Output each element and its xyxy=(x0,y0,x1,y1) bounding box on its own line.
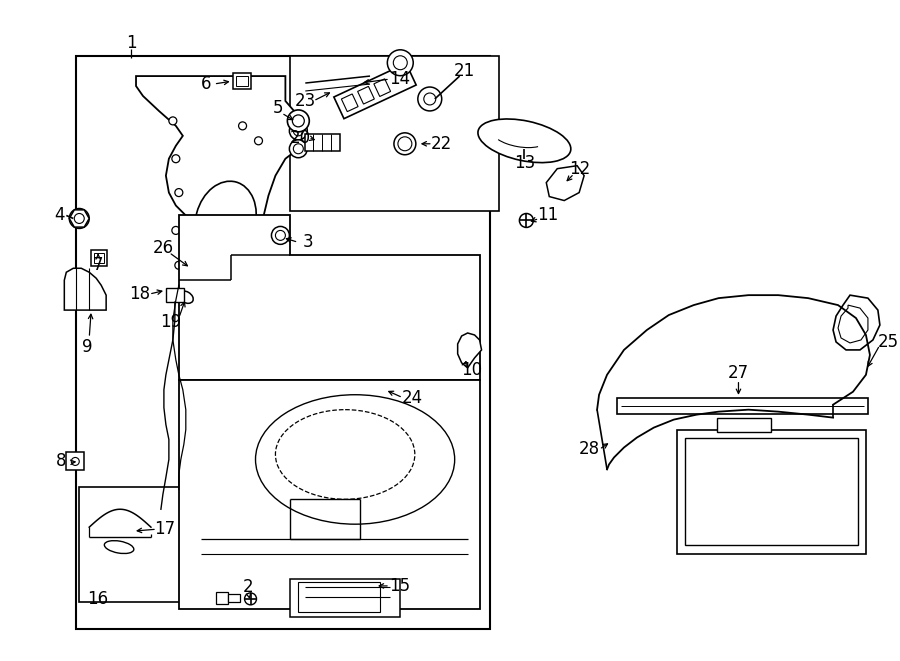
Text: 28: 28 xyxy=(579,440,599,459)
Polygon shape xyxy=(374,79,391,97)
Circle shape xyxy=(71,457,79,465)
Circle shape xyxy=(69,208,89,229)
Polygon shape xyxy=(546,166,584,200)
Bar xyxy=(79,487,213,602)
Text: 6: 6 xyxy=(201,75,211,93)
Text: 1: 1 xyxy=(126,34,137,52)
Circle shape xyxy=(393,56,408,69)
Circle shape xyxy=(290,122,307,140)
Circle shape xyxy=(175,188,183,196)
Text: 7: 7 xyxy=(93,256,104,274)
Bar xyxy=(677,430,866,554)
Text: 4: 4 xyxy=(54,206,65,225)
Polygon shape xyxy=(833,295,880,350)
Polygon shape xyxy=(597,295,870,469)
Ellipse shape xyxy=(478,119,571,163)
Bar xyxy=(291,56,500,210)
Polygon shape xyxy=(357,87,374,104)
Text: 19: 19 xyxy=(160,313,182,331)
Text: 8: 8 xyxy=(56,452,67,471)
Bar xyxy=(236,76,248,86)
Circle shape xyxy=(275,231,285,241)
Polygon shape xyxy=(341,94,358,112)
Circle shape xyxy=(255,137,263,145)
Bar xyxy=(291,579,400,617)
Circle shape xyxy=(394,133,416,155)
Circle shape xyxy=(238,122,247,130)
Circle shape xyxy=(292,115,304,127)
Polygon shape xyxy=(838,305,868,343)
Circle shape xyxy=(287,110,310,132)
Bar xyxy=(617,398,868,414)
Text: 20: 20 xyxy=(290,129,310,147)
Polygon shape xyxy=(136,76,302,348)
Polygon shape xyxy=(64,268,106,310)
Circle shape xyxy=(175,261,183,269)
Polygon shape xyxy=(458,333,482,368)
Ellipse shape xyxy=(178,291,194,303)
Circle shape xyxy=(387,50,413,76)
Circle shape xyxy=(172,227,180,235)
Bar xyxy=(94,253,104,263)
Text: 21: 21 xyxy=(454,62,475,80)
Text: 11: 11 xyxy=(536,206,558,225)
Bar xyxy=(91,251,107,266)
Text: 5: 5 xyxy=(274,99,284,117)
Ellipse shape xyxy=(104,541,134,553)
Text: 18: 18 xyxy=(130,285,150,303)
Text: 9: 9 xyxy=(82,338,93,356)
Bar xyxy=(76,56,490,629)
Circle shape xyxy=(519,214,534,227)
Circle shape xyxy=(293,144,303,154)
Text: 13: 13 xyxy=(514,154,535,172)
Circle shape xyxy=(293,126,303,136)
Text: 23: 23 xyxy=(294,92,316,110)
Circle shape xyxy=(75,214,85,223)
Bar xyxy=(228,594,239,602)
Text: 2: 2 xyxy=(243,578,254,596)
Polygon shape xyxy=(305,134,340,151)
Polygon shape xyxy=(179,380,480,609)
Text: 3: 3 xyxy=(303,233,313,251)
Circle shape xyxy=(424,93,436,105)
Circle shape xyxy=(418,87,442,111)
Text: 22: 22 xyxy=(431,135,453,153)
Text: 25: 25 xyxy=(878,333,898,351)
Circle shape xyxy=(172,155,180,163)
Circle shape xyxy=(290,140,307,158)
Bar xyxy=(298,582,380,612)
Circle shape xyxy=(272,227,290,245)
Bar xyxy=(216,592,228,604)
Text: 27: 27 xyxy=(728,364,749,382)
Text: 24: 24 xyxy=(401,389,422,407)
Polygon shape xyxy=(334,63,416,119)
Bar xyxy=(67,453,85,471)
Bar xyxy=(685,438,858,545)
Circle shape xyxy=(169,117,176,125)
Text: 14: 14 xyxy=(390,70,410,88)
Circle shape xyxy=(245,593,256,605)
Polygon shape xyxy=(69,210,89,227)
Text: 17: 17 xyxy=(154,520,176,538)
Bar xyxy=(166,288,184,302)
Text: 12: 12 xyxy=(570,160,590,178)
Text: 15: 15 xyxy=(390,577,410,595)
Bar xyxy=(716,418,771,432)
Text: 26: 26 xyxy=(152,239,174,257)
Circle shape xyxy=(398,137,412,151)
Text: 16: 16 xyxy=(87,590,109,608)
Polygon shape xyxy=(179,215,480,380)
Ellipse shape xyxy=(195,181,256,260)
Bar xyxy=(232,73,250,89)
Text: 10: 10 xyxy=(461,361,482,379)
